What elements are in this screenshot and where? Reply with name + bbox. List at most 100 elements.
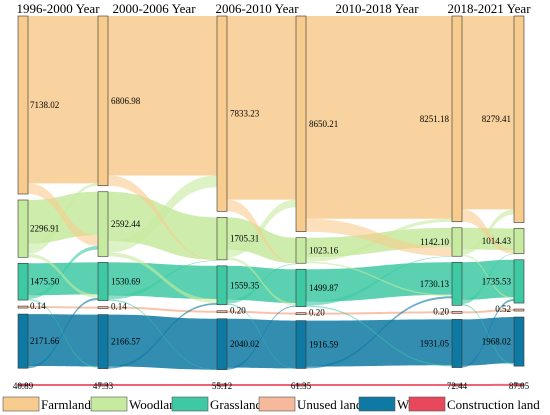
value-label-unused-land: 0.20 bbox=[433, 306, 449, 316]
node-construction-land bbox=[97, 383, 109, 387]
period-label: 2000-2006 Year bbox=[112, 1, 196, 16]
period-label: 2018-2021 Year bbox=[447, 1, 531, 16]
value-label-construction-land: 87.05 bbox=[509, 381, 530, 391]
flow-grassland-to-water bbox=[227, 303, 296, 369]
node-woodland bbox=[295, 237, 307, 264]
flow-woodland-to-woodland bbox=[462, 227, 514, 251]
value-label-construction-land: 47.33 bbox=[93, 381, 114, 391]
value-label-farmland: 8279.41 bbox=[482, 114, 511, 124]
value-label-water: 1916.59 bbox=[309, 340, 339, 350]
flow-grassland-to-woodland bbox=[227, 263, 296, 304]
node-unused-land bbox=[97, 306, 109, 309]
flow-woodland-to-farmland bbox=[108, 175, 217, 253]
period-label: 2006-2010 Year bbox=[215, 1, 299, 16]
flow-woodland-to-grassland bbox=[227, 257, 296, 306]
node-grassland bbox=[97, 262, 109, 301]
flow-grassland-to-water bbox=[462, 304, 514, 365]
flow-grassland-to-grassland bbox=[28, 262, 98, 296]
flow-grassland-to-woodland bbox=[462, 253, 514, 305]
value-label-woodland: 1023.16 bbox=[309, 245, 339, 255]
value-label-woodland: 1142.10 bbox=[420, 237, 449, 247]
value-label-unused-land: 0.14 bbox=[111, 302, 127, 312]
node-water bbox=[451, 319, 463, 368]
flow-farmland-to-woodland bbox=[462, 209, 514, 254]
flow-grassland-to-grassland bbox=[462, 259, 514, 300]
flow-construction-land-to-construction-land bbox=[227, 384, 296, 386]
legend-label-farmland: Farmland bbox=[41, 397, 91, 412]
legend-label-unused-land: Unused land bbox=[297, 397, 363, 412]
flow-grassland-to-grassland bbox=[108, 262, 217, 300]
value-label-unused-land: 0.20 bbox=[309, 308, 325, 318]
flow-woodland-to-grassland bbox=[306, 261, 452, 297]
flow-grassland-to-water bbox=[306, 305, 452, 367]
flow-farmland-to-farmland bbox=[108, 16, 217, 176]
node-construction-land bbox=[451, 383, 463, 387]
node-farmland bbox=[513, 15, 525, 223]
node-unused-land bbox=[451, 311, 463, 314]
value-label-water: 2166.57 bbox=[111, 337, 141, 347]
node-grassland bbox=[451, 261, 463, 306]
node-water bbox=[17, 313, 29, 369]
value-label-farmland: 8650.21 bbox=[309, 119, 338, 129]
node-farmland bbox=[451, 15, 463, 223]
node-woodland bbox=[216, 217, 228, 261]
node-water bbox=[513, 316, 525, 367]
node-grassland bbox=[513, 259, 525, 304]
value-label-water: 2040.02 bbox=[230, 339, 259, 349]
flow-grassland-to-water bbox=[108, 299, 217, 371]
legend-swatch-woodland bbox=[90, 396, 128, 412]
node-unused-land bbox=[513, 308, 525, 312]
node-unused-land bbox=[295, 312, 307, 315]
period-label: 2010-2018 Year bbox=[335, 1, 419, 16]
value-label-construction-land: 55.12 bbox=[212, 381, 232, 391]
node-unused-land bbox=[216, 310, 228, 314]
node-farmland bbox=[97, 15, 109, 187]
flow-farmland-to-farmland bbox=[227, 16, 296, 200]
flow-grassland-to-woodland bbox=[108, 260, 217, 300]
node-grassland bbox=[17, 262, 29, 301]
flow-water-to-grassland bbox=[227, 305, 296, 370]
node-construction-land bbox=[513, 383, 525, 387]
legend-swatch-unused-land bbox=[258, 396, 296, 412]
flow-water-to-water bbox=[306, 319, 452, 367]
value-label-grassland: 1559.35 bbox=[230, 280, 260, 290]
node-farmland bbox=[295, 15, 307, 233]
flow-grassland-to-woodland bbox=[28, 245, 98, 299]
value-label-unused-land: 0.20 bbox=[230, 306, 246, 316]
flow-woodland-to-grassland bbox=[462, 254, 514, 300]
value-label-woodland: 1705.31 bbox=[230, 234, 259, 244]
node-water bbox=[97, 314, 109, 369]
value-label-grassland: 1475.50 bbox=[30, 277, 60, 287]
value-label-farmland: 7138.02 bbox=[30, 100, 59, 110]
flow-water-to-grassland bbox=[462, 299, 514, 368]
legend-label-construction-land: Construction land bbox=[447, 397, 540, 412]
flow-farmland-to-woodland bbox=[306, 218, 452, 257]
flow-woodland-to-grassland bbox=[108, 252, 217, 303]
flow-layer bbox=[28, 16, 514, 386]
flow-water-to-grassland bbox=[306, 296, 452, 369]
node-construction-land bbox=[295, 383, 307, 387]
value-label-farmland: 8251.18 bbox=[420, 114, 450, 124]
flow-farmland-to-woodland bbox=[227, 199, 296, 264]
legend-label-grassland: Grassland bbox=[210, 397, 262, 412]
flow-unused-land-to-unused-land bbox=[462, 309, 514, 314]
flow-construction-land-to-construction-land bbox=[28, 384, 98, 386]
node-unused-land bbox=[17, 305, 29, 309]
flow-grassland-to-water bbox=[28, 298, 98, 368]
flow-construction-land-to-construction-land bbox=[306, 384, 452, 386]
value-label-woodland: 2296.91 bbox=[30, 224, 59, 234]
value-label-water: 2171.66 bbox=[30, 336, 60, 346]
value-label-grassland: 1730.13 bbox=[420, 279, 450, 289]
node-woodland bbox=[17, 199, 29, 258]
flow-water-to-water bbox=[462, 317, 514, 366]
flow-farmland-to-farmland bbox=[306, 16, 452, 219]
flow-farmland-to-farmland bbox=[28, 16, 98, 184]
value-label-construction-land: 61.35 bbox=[291, 381, 312, 391]
value-label-water: 1931.05 bbox=[420, 338, 450, 348]
value-label-unused-land: 0.52 bbox=[495, 304, 511, 314]
value-label-grassland: 1530.69 bbox=[111, 276, 141, 286]
flow-farmland-to-woodland bbox=[28, 183, 98, 246]
value-label-grassland: 1735.53 bbox=[482, 276, 512, 286]
